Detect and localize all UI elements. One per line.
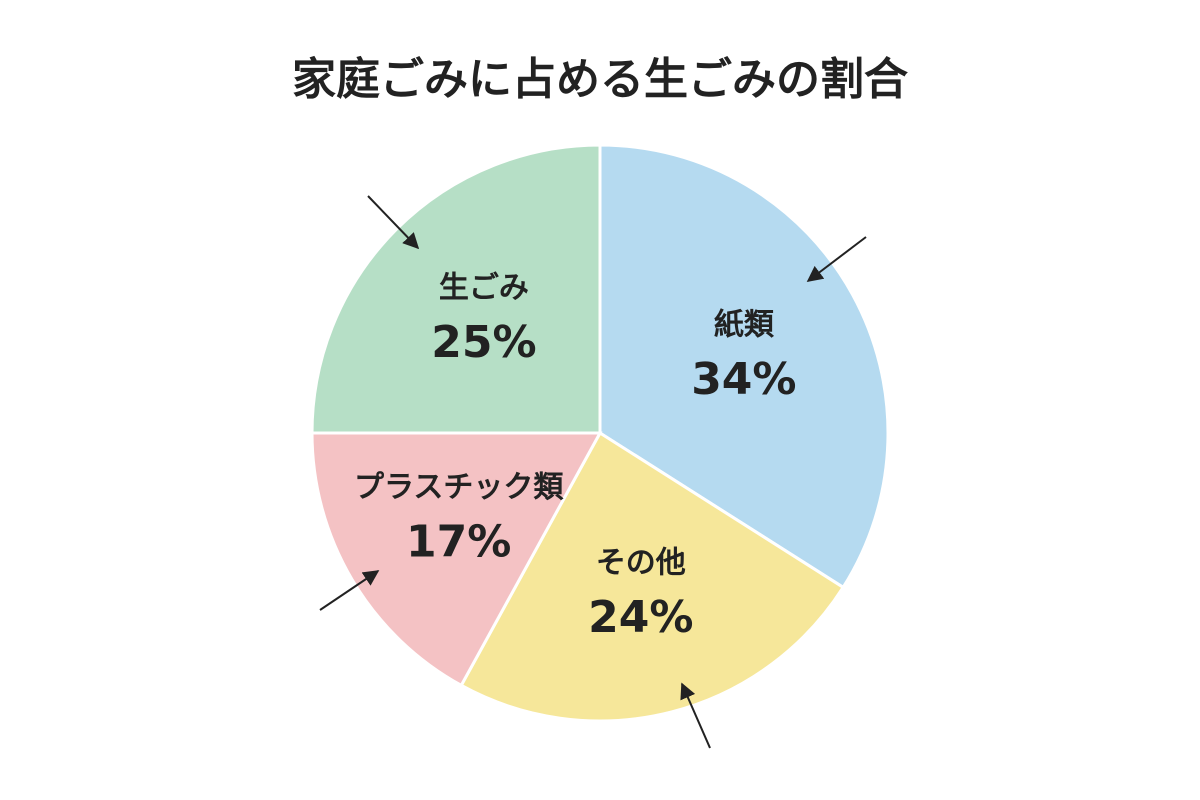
slice-value: 34% <box>691 354 796 405</box>
arrow <box>806 236 867 282</box>
slice-value: 17% <box>406 517 511 568</box>
slice-label: 生ごみ <box>439 270 529 305</box>
pie <box>310 143 890 723</box>
arrows <box>319 195 867 749</box>
pie-slice <box>598 143 890 590</box>
slice-value: 24% <box>588 592 693 643</box>
slice-value: 25% <box>431 317 536 368</box>
arrow <box>680 682 711 749</box>
slice-label: 紙類 <box>714 307 775 342</box>
labels: 紙類 34% その他 24% プラスチック類 17% 生ごみ 25% <box>354 270 797 643</box>
pie-slice <box>310 143 602 435</box>
arrow <box>367 195 420 250</box>
chart-title: 家庭ごみに占める生ごみの割合 <box>292 54 908 105</box>
slice-label: その他 <box>596 546 686 581</box>
pie-slice <box>459 430 846 723</box>
slice-label: プラスチック類 <box>354 470 564 505</box>
pie-slice <box>310 431 603 688</box>
arrow <box>319 570 380 611</box>
